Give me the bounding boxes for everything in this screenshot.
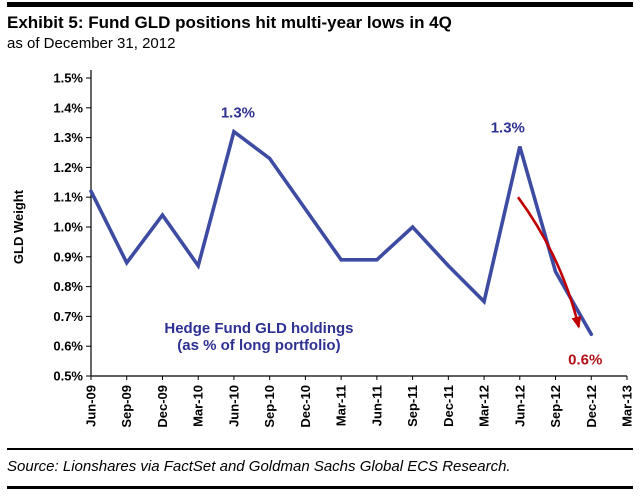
y-tick-label: 1.4% [53,100,83,115]
x-tick-label: Jun-12 [512,385,527,427]
annotation-label: (as % of long portfolio) [177,337,340,354]
x-tick-label: Dec-09 [155,385,170,428]
x-tick-label: Sep-12 [548,385,563,428]
x-tick-label: Mar-13 [620,385,635,427]
x-tick-label: Jun-10 [226,385,241,427]
series-line [89,128,594,337]
x-tick-label: Mar-11 [334,385,349,426]
y-tick-label: 1.5% [53,71,83,86]
x-tick-label: Mar-12 [477,385,492,427]
y-tick-label: 0.6% [53,339,83,354]
y-tick-label: 0.5% [53,369,83,384]
gld-weight-line-chart: 0.5% 0.6% 0.7% 0.8% 0.9% 1.0% 1.1% 1.2% 1.3% 1.4%… [11,70,635,428]
x-tick-label: Sep-09 [119,385,134,428]
axes: 0.5% 0.6% 0.7% 0.8% 0.9% 1.0% 1.1% 1.2% 1.3% 1.4%… [53,70,635,428]
y-tick-label: 1.3% [53,130,83,145]
annotation-label: 1.3% [491,120,525,137]
exhibit-title: Exhibit 5: Fund GLD positions hit multi-… [7,13,452,32]
x-tick-label: Jun-09 [84,385,99,427]
y-tick-label: 0.9% [53,249,83,264]
bottom-rule [7,486,633,489]
x-tick-label: Jun-11 [369,385,384,426]
source-note: Source: Lionshares via FactSet and Goldm… [7,458,511,475]
mid-rule [7,448,633,450]
x-tick-label: Sep-11 [405,385,420,427]
y-tick-label: 1.1% [53,190,83,205]
top-rule [7,2,633,7]
y-tick-label: 1.2% [53,160,83,175]
annotation-label: Hedge Fund GLD holdings [164,320,353,337]
exhibit-subtitle: as of December 31, 2012 [7,35,176,52]
y-tick-label: 0.7% [53,309,83,324]
x-tick-label: Sep-10 [262,385,277,428]
x-tick-label: Dec-11 [441,385,456,427]
y-tick-label: 1.0% [53,220,83,235]
annotation-arrow [516,196,582,329]
x-tick-label: Dec-12 [584,385,599,428]
x-tick-label: Dec-10 [298,385,313,428]
x-tick-label: Mar-10 [191,385,206,427]
annotation-label: 0.6% [568,351,602,368]
annotation-label: 1.3% [221,105,255,122]
y-axis-title: GLD Weight [11,189,26,264]
y-tick-label: 0.8% [53,279,83,294]
